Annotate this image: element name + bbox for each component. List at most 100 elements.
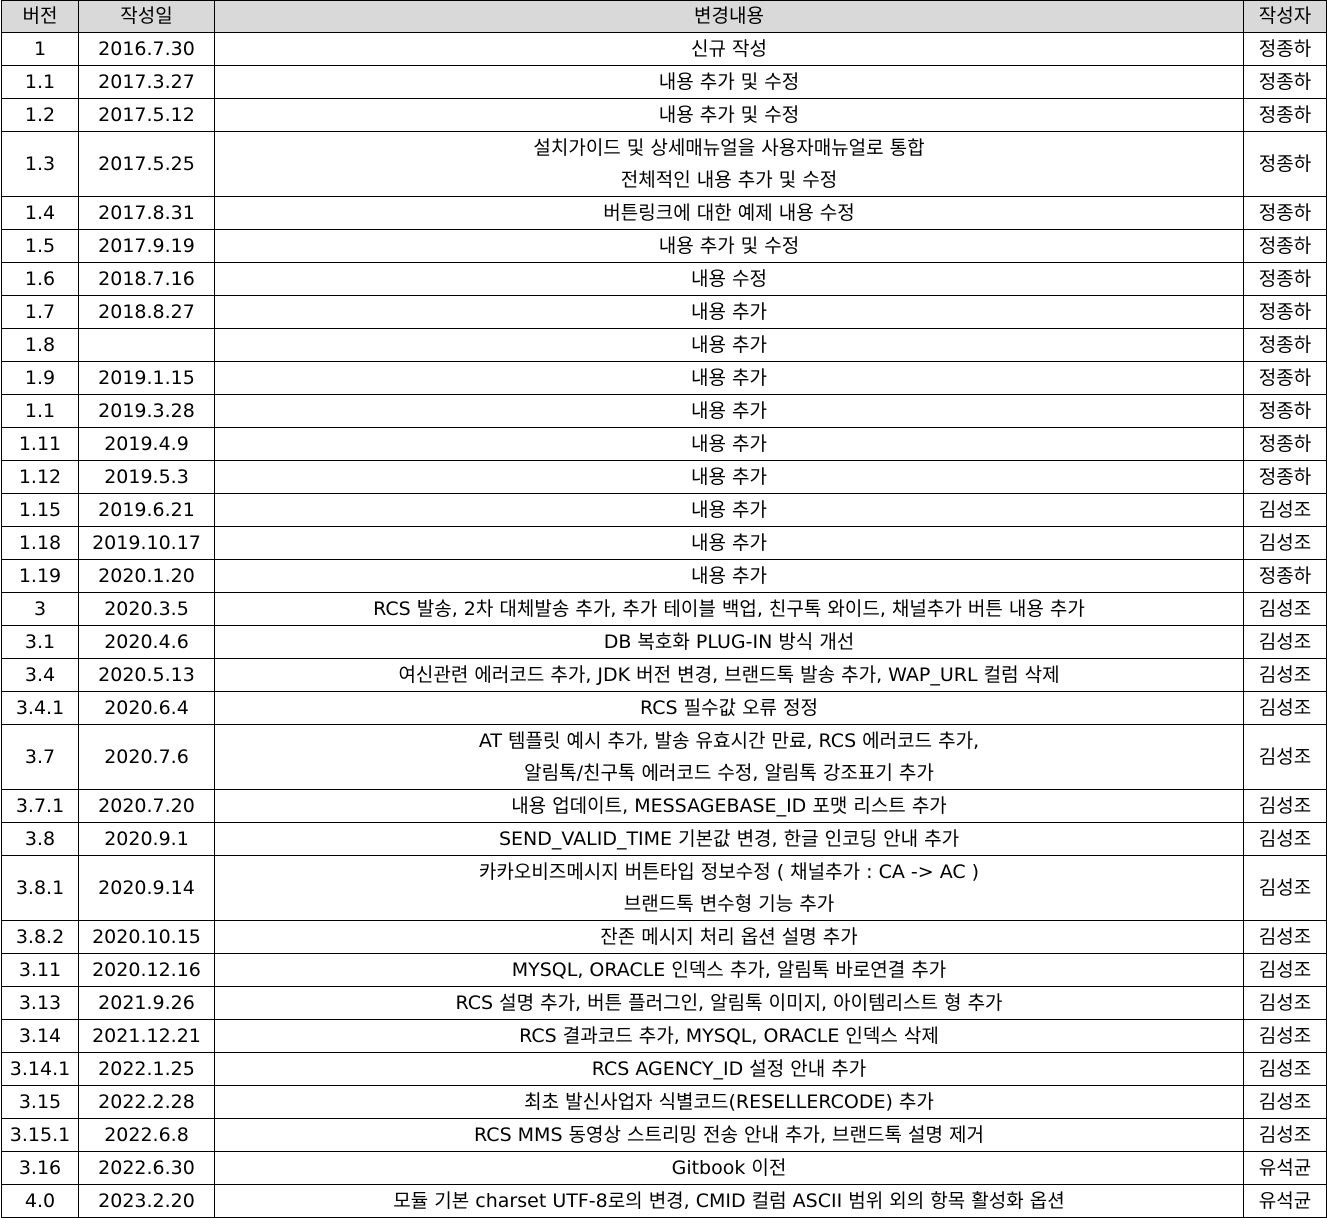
author-cell: 김성조: [1243, 658, 1327, 692]
table-row: 3.15.1 2022.6.8 RCS MMS 동영상 스트리밍 전송 안내 추가,…: [1, 1118, 1327, 1152]
author-cell: 김성조: [1243, 493, 1327, 527]
author-cell: 정종하: [1243, 98, 1327, 132]
change-cell: RCS 발송, 2차 대체발송 추가, 추가 테이블 백업, 친구톡 와이드, …: [214, 592, 1244, 626]
date-cell: 2020.7.20: [78, 789, 215, 823]
change-cell: RCS MMS 동영상 스트리밍 전송 안내 추가, 브랜드톡 설명 제거: [214, 1118, 1244, 1152]
change-cell: RCS 필수값 오류 정정: [214, 691, 1244, 725]
date-cell: 2020.9.14: [78, 855, 215, 921]
version-cell: 1.18: [1, 526, 79, 560]
change-line: DB 복호화 PLUG-IN 방식 개선: [603, 631, 855, 653]
change-cell: 내용 추가: [214, 460, 1244, 494]
change-line: 내용 추가: [691, 334, 767, 356]
change-line: 내용 추가: [691, 532, 767, 554]
table-row: 1.18 2019.10.17 내용 추가 김성조: [1, 526, 1327, 560]
version-cell: 4.0: [1, 1184, 79, 1218]
table-row: 1.4 2017.8.31 버튼링크에 대한 예제 내용 수정 정종하: [1, 196, 1327, 230]
change-cell: 내용 추가 및 수정: [214, 229, 1244, 263]
date-cell: 2017.5.12: [78, 98, 215, 132]
change-cell: 잔존 메시지 처리 옵션 설명 추가: [214, 920, 1244, 954]
change-cell: 내용 추가 및 수정: [214, 65, 1244, 99]
date-cell: 2019.3.28: [78, 394, 215, 428]
change-cell: 내용 추가 및 수정: [214, 98, 1244, 132]
date-cell: 2019.4.9: [78, 427, 215, 461]
date-cell: 2017.9.19: [78, 229, 215, 263]
table-row: 1.5 2017.9.19 내용 추가 및 수정 정종하: [1, 229, 1327, 263]
date-cell: 2021.12.21: [78, 1019, 215, 1053]
header-change: 변경내용: [214, 0, 1244, 33]
change-line: 내용 업데이트, MESSAGEBASE_ID 포맷 리스트 추가: [511, 795, 947, 817]
change-cell: 내용 추가: [214, 295, 1244, 329]
date-cell: 2016.7.30: [78, 32, 215, 66]
change-line: 내용 추가: [691, 367, 767, 389]
table-row: 3 2020.3.5 RCS 발송, 2차 대체발송 추가, 추가 테이블 백업, …: [1, 592, 1327, 626]
author-cell: 정종하: [1243, 427, 1327, 461]
version-cell: 1.5: [1, 229, 79, 263]
table-row: 1.7 2018.8.27 내용 추가 정종하: [1, 295, 1327, 329]
change-line: 브랜드톡 변수형 기능 추가: [623, 893, 835, 915]
table-row: 1.15 2019.6.21 내용 추가 김성조: [1, 493, 1327, 527]
version-cell: 1.3: [1, 131, 79, 197]
version-cell: 1.12: [1, 460, 79, 494]
table-row: 1.9 2019.1.15 내용 추가 정종하: [1, 361, 1327, 395]
version-cell: 3.8: [1, 822, 79, 856]
table-row: 3.11 2020.12.16 MYSQL, ORACLE 인덱스 추가, 알림톡 …: [1, 953, 1327, 987]
change-line: 내용 추가: [691, 301, 767, 323]
date-cell: 2020.10.15: [78, 920, 215, 954]
version-cell: 1.9: [1, 361, 79, 395]
change-cell: 설치가이드 및 상세매뉴얼을 사용자매뉴얼로 통합 전체적인 내용 추가 및 수정: [214, 131, 1244, 197]
change-line: RCS 필수값 오류 정정: [639, 697, 819, 719]
change-line: AT 템플릿 예시 추가, 발송 유효시간 만료, RCS 에러코드 추가,: [478, 730, 980, 752]
change-line: RCS AGENCY_ID 설정 안내 추가: [591, 1058, 867, 1080]
table-row: 3.8.1 2020.9.14 카카오비즈메시지 버튼타입 정보수정 ( 채널추가 …: [1, 855, 1327, 921]
author-cell: 정종하: [1243, 394, 1327, 428]
version-cell: 3.4: [1, 658, 79, 692]
version-cell: 3: [1, 592, 79, 626]
date-cell: 2018.8.27: [78, 295, 215, 329]
author-cell: 정종하: [1243, 262, 1327, 296]
version-cell: 3.15.1: [1, 1118, 79, 1152]
author-cell: 김성조: [1243, 526, 1327, 560]
date-cell: 2017.5.25: [78, 131, 215, 197]
table-row: 3.4.1 2020.6.4 RCS 필수값 오류 정정 김성조: [1, 691, 1327, 725]
header-row: 버전 작성일 변경내용 작성자: [1, 0, 1327, 33]
date-cell: 2023.2.20: [78, 1184, 215, 1218]
date-cell: 2020.7.6: [78, 724, 215, 790]
author-cell: 정종하: [1243, 361, 1327, 395]
version-cell: 3.1: [1, 625, 79, 659]
version-cell: 1.7: [1, 295, 79, 329]
version-cell: 3.14: [1, 1019, 79, 1053]
change-line: 신규 작성: [691, 38, 767, 60]
author-cell: 김성조: [1243, 1052, 1327, 1086]
change-cell: 내용 추가: [214, 394, 1244, 428]
table-header: 버전 작성일 변경내용 작성자: [1, 0, 1327, 33]
change-line: RCS 결과코드 추가, MYSQL, ORACLE 인덱스 삭제: [519, 1025, 939, 1047]
change-line: 설치가이드 및 상세매뉴얼을 사용자매뉴얼로 통합: [533, 137, 925, 159]
date-cell: 2017.3.27: [78, 65, 215, 99]
date-cell: 2019.6.21: [78, 493, 215, 527]
table-row: 3.14 2021.12.21 RCS 결과코드 추가, MYSQL, ORACLE…: [1, 1019, 1327, 1053]
version-cell: 1: [1, 32, 79, 66]
change-line: 모듈 기본 charset UTF-8로의 변경, CMID 컬럼 ASCII …: [393, 1190, 1065, 1212]
change-cell: 최초 발신사업자 식별코드(RESELLERCODE) 추가: [214, 1085, 1244, 1119]
change-line: 카카오비즈메시지 버튼타입 정보수정 ( 채널추가 : CA -> AC ): [478, 861, 980, 883]
change-line: 내용 추가 및 수정: [658, 104, 800, 126]
change-cell: RCS 결과코드 추가, MYSQL, ORACLE 인덱스 삭제: [214, 1019, 1244, 1053]
change-cell: 내용 추가: [214, 427, 1244, 461]
change-cell: Gitbook 이전: [214, 1151, 1244, 1185]
change-line: 내용 추가: [691, 499, 767, 521]
version-cell: 1.2: [1, 98, 79, 132]
author-cell: 김성조: [1243, 1019, 1327, 1053]
version-cell: 1.4: [1, 196, 79, 230]
table-row: 4.0 2023.2.20 모듈 기본 charset UTF-8로의 변경, CM…: [1, 1184, 1327, 1218]
change-cell: MYSQL, ORACLE 인덱스 추가, 알림톡 바로연결 추가: [214, 953, 1244, 987]
change-line: 내용 추가: [691, 433, 767, 455]
table-row: 3.1 2020.4.6 DB 복호화 PLUG-IN 방식 개선 김성조: [1, 625, 1327, 659]
date-cell: 2022.2.28: [78, 1085, 215, 1119]
author-cell: 김성조: [1243, 592, 1327, 626]
change-line: RCS 설명 추가, 버튼 플러그인, 알림톡 이미지, 아이템리스트 형 추가: [455, 992, 1003, 1014]
change-line: RCS MMS 동영상 스트리밍 전송 안내 추가, 브랜드톡 설명 제거: [474, 1124, 984, 1146]
table-row: 3.15 2022.2.28 최초 발신사업자 식별코드(RESELLERCODE)…: [1, 1085, 1327, 1119]
version-cell: 1.11: [1, 427, 79, 461]
change-cell: RCS 설명 추가, 버튼 플러그인, 알림톡 이미지, 아이템리스트 형 추가: [214, 986, 1244, 1020]
change-cell: 내용 추가: [214, 361, 1244, 395]
